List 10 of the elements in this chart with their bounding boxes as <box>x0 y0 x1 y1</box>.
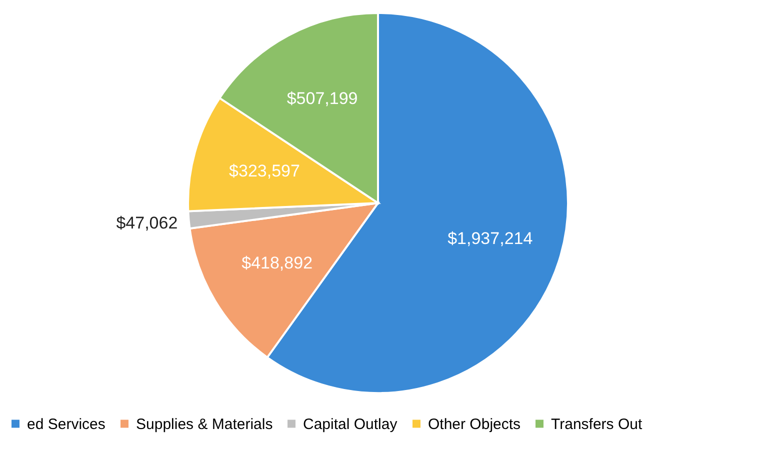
legend-label: Other Objects <box>428 416 521 433</box>
legend-label: ed Services <box>27 416 106 433</box>
data-label: $1,937,214 <box>448 229 533 248</box>
legend-label: Capital Outlay <box>303 416 398 433</box>
legend-label: Transfers Out <box>551 416 643 433</box>
data-label: $323,597 <box>229 161 300 180</box>
data-label: $47,062 <box>116 214 178 233</box>
legend-label: Supplies & Materials <box>136 416 273 433</box>
data-label: $507,199 <box>286 89 358 108</box>
data-label: $418,892 <box>242 254 313 273</box>
